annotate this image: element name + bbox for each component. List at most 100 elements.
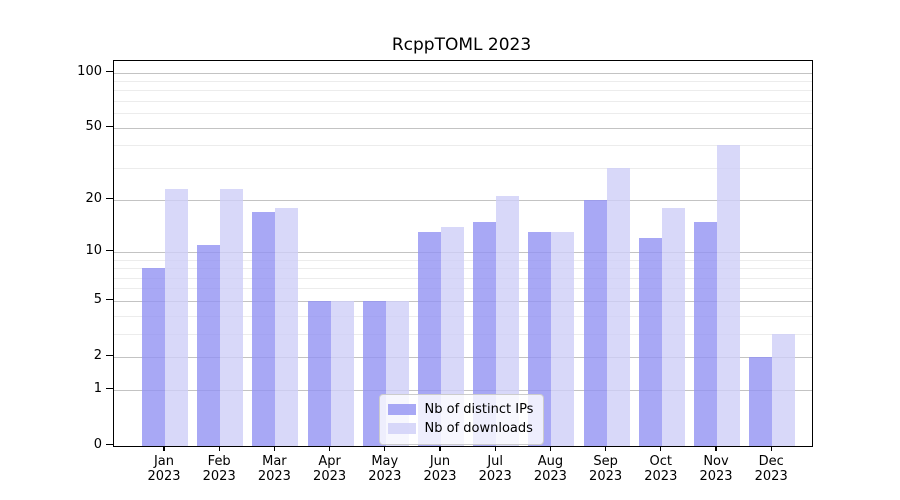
y-tick-label: 50 xyxy=(85,118,102,134)
bar-downloads-aug xyxy=(551,232,575,446)
x-tick-month: Sep xyxy=(593,453,618,469)
legend-swatch-ips xyxy=(387,403,416,415)
x-axis-tick xyxy=(384,445,386,451)
bar-downloads-feb xyxy=(220,188,244,446)
legend: Nb of distinct IPs Nb of downloads xyxy=(378,393,545,445)
legend-label: Nb of downloads xyxy=(424,420,533,436)
x-tick-label: Nov 2023 xyxy=(688,454,744,485)
x-tick-year: 2023 xyxy=(533,469,567,484)
x-tick-year: 2023 xyxy=(257,469,291,484)
chart-title: RcppTOML 2023 xyxy=(391,35,532,55)
y-axis-tick xyxy=(105,250,113,252)
y-tick-label: 20 xyxy=(85,190,102,206)
x-axis-tick xyxy=(549,445,552,451)
x-tick-year: 2023 xyxy=(368,469,402,484)
x-axis-tick xyxy=(604,445,607,451)
x-tick-month: Jul xyxy=(487,453,504,469)
x-axis-tick xyxy=(163,445,165,451)
minor-gridline xyxy=(113,113,812,115)
bar-downloads-jul xyxy=(496,195,520,446)
x-tick-year: 2023 xyxy=(423,469,457,484)
bar-ips-oct xyxy=(638,238,662,446)
x-tick-year: 2023 xyxy=(589,469,623,484)
legend-swatch-downloads xyxy=(387,422,416,434)
x-axis-tick xyxy=(494,445,496,451)
legend-entry: Nb of downloads xyxy=(387,419,534,438)
y-axis-tick xyxy=(105,126,113,128)
minor-gridline xyxy=(113,90,812,92)
x-tick-label: Mar 2023 xyxy=(246,454,302,485)
bar-ips-dec xyxy=(749,356,773,446)
x-axis-tick xyxy=(218,445,220,451)
x-tick-year: 2023 xyxy=(478,469,512,484)
x-tick-month: Jan xyxy=(153,453,175,469)
bar-ips-feb xyxy=(197,244,221,446)
y-tick-label: 2 xyxy=(93,347,102,363)
minor-gridline xyxy=(113,145,812,147)
x-tick-year: 2023 xyxy=(699,469,733,484)
bar-downloads-nov xyxy=(717,145,740,446)
x-tick-month: May xyxy=(371,453,399,469)
x-tick-label: May 2023 xyxy=(357,454,413,485)
y-axis-tick xyxy=(105,197,113,200)
x-tick-year: 2023 xyxy=(147,469,181,484)
x-tick-month: Aug xyxy=(537,453,564,469)
x-axis-tick xyxy=(328,445,331,451)
minor-gridline xyxy=(113,81,812,82)
x-tick-year: 2023 xyxy=(313,469,347,484)
x-tick-month: Apr xyxy=(318,453,341,469)
x-axis-tick xyxy=(660,445,662,451)
bar-ips-apr xyxy=(307,300,331,446)
x-tick-month: Feb xyxy=(207,453,231,469)
x-tick-label: Dec 2023 xyxy=(743,454,799,485)
bar-downloads-sep xyxy=(606,168,630,446)
bar-ips-jun xyxy=(418,232,441,446)
x-axis-tick xyxy=(770,445,772,451)
legend-label: Nb of distinct IPs xyxy=(424,401,534,417)
x-tick-label: Sep 2023 xyxy=(578,454,634,485)
x-axis-tick xyxy=(439,445,441,451)
x-tick-label: Oct 2023 xyxy=(633,454,689,485)
x-tick-label: Apr 2023 xyxy=(302,454,358,485)
y-tick-label: 10 xyxy=(85,242,102,258)
bar-ips-mar xyxy=(252,212,276,446)
major-gridline xyxy=(113,127,812,129)
plot-area: Nb of distinct IPs Nb of downloads xyxy=(112,59,813,447)
x-tick-year: 2023 xyxy=(202,469,236,484)
y-tick-label: 0 xyxy=(93,436,102,452)
x-tick-label: Aug 2023 xyxy=(522,454,578,485)
bar-ips-jan xyxy=(142,268,165,446)
x-tick-month: Mar xyxy=(262,453,287,469)
bar-ips-jul xyxy=(473,221,497,446)
y-axis-tick xyxy=(105,443,113,446)
y-tick-label: 100 xyxy=(77,63,102,79)
y-axis-tick xyxy=(105,299,113,301)
x-tick-year: 2023 xyxy=(644,469,678,484)
x-tick-label: Feb 2023 xyxy=(191,454,247,485)
minor-gridline xyxy=(113,168,812,169)
x-tick-label: Jan 2023 xyxy=(136,454,192,485)
bar-downloads-jun xyxy=(441,226,464,446)
y-axis-tick xyxy=(105,70,113,73)
major-gridline xyxy=(113,199,812,201)
bar-downloads-apr xyxy=(330,300,354,446)
bar-downloads-oct xyxy=(661,207,685,446)
minor-gridline xyxy=(113,101,812,103)
bar-ips-aug xyxy=(528,232,552,446)
y-axis-tick xyxy=(105,387,113,390)
bar-ips-nov xyxy=(694,221,717,446)
legend-entry: Nb of distinct IPs xyxy=(387,400,534,419)
x-tick-label: Jun 2023 xyxy=(412,454,468,485)
x-tick-month: Oct xyxy=(649,453,673,469)
x-tick-month: Nov xyxy=(703,453,729,469)
y-axis-tick xyxy=(105,355,113,357)
bar-downloads-jan xyxy=(165,188,188,446)
x-tick-month: Dec xyxy=(758,453,784,469)
bar-downloads-mar xyxy=(275,207,299,446)
x-tick-year: 2023 xyxy=(754,469,788,484)
x-axis-tick xyxy=(273,445,276,451)
x-tick-label: Jul 2023 xyxy=(467,454,523,485)
y-tick-label: 5 xyxy=(93,291,102,307)
bar-downloads-dec xyxy=(772,333,796,446)
